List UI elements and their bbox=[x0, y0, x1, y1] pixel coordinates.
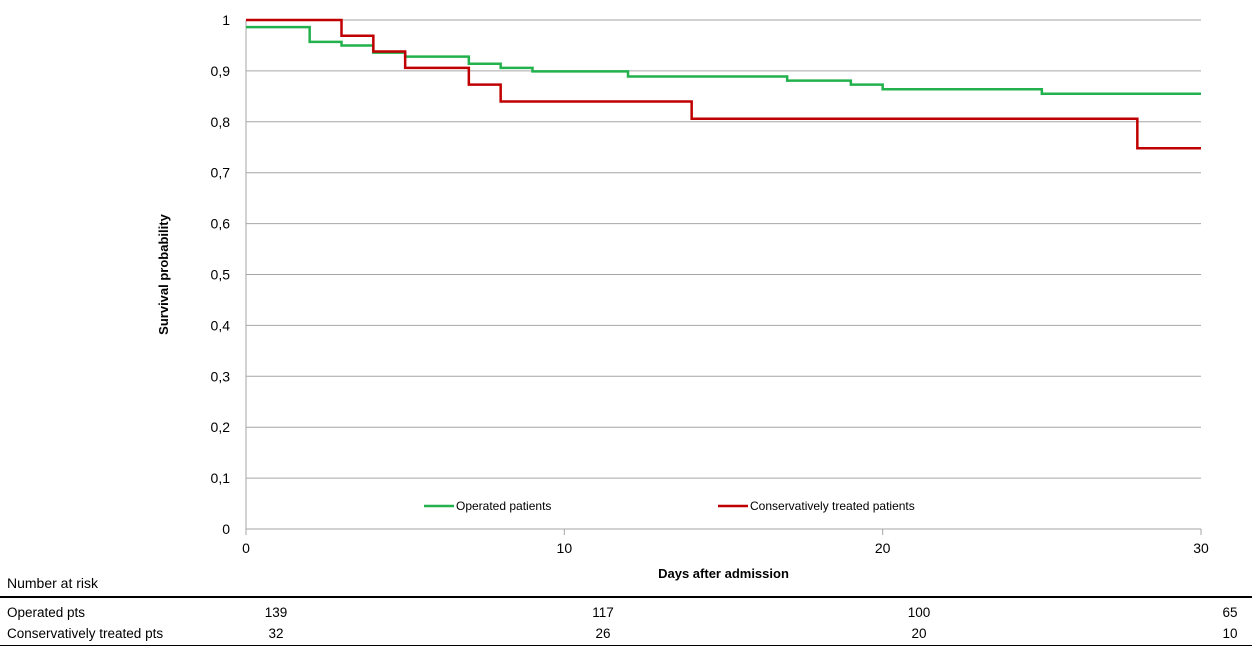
y-tick-label: 0,5 bbox=[211, 267, 231, 283]
x-axis-title: Days after admission bbox=[658, 566, 789, 581]
y-tick-label: 0,3 bbox=[211, 368, 231, 384]
y-axis-title: Survival probability bbox=[156, 213, 171, 334]
risk-value: 139 bbox=[264, 605, 288, 620]
y-tick-label: 0,9 bbox=[211, 63, 231, 79]
risk-row-label: Operated pts bbox=[7, 605, 86, 620]
risk-value: 20 bbox=[911, 626, 927, 641]
risk-value: 117 bbox=[592, 605, 614, 620]
legend-label: Conservatively treated patients bbox=[750, 499, 915, 513]
risk-row-conservative: Conservatively treated pts 32 26 20 10 bbox=[0, 626, 1252, 646]
y-tick-label: 0,6 bbox=[211, 216, 231, 232]
risk-value: 65 bbox=[1222, 605, 1238, 620]
risk-value: 26 bbox=[595, 626, 611, 641]
series-line-0 bbox=[246, 25, 1201, 96]
risk-table-title: Number at risk bbox=[7, 575, 99, 591]
risk-value: 100 bbox=[907, 605, 931, 620]
y-tick-label: 0 bbox=[222, 521, 230, 537]
series-line-1 bbox=[246, 18, 1201, 150]
risk-row-operated: Operated pts 139 117 100 65 bbox=[0, 605, 1252, 625]
y-tick-label: 0,8 bbox=[211, 114, 231, 130]
y-tick-label: 0,2 bbox=[211, 419, 231, 435]
risk-table-bottom-rule bbox=[0, 645, 1252, 646]
y-tick-label: 0,1 bbox=[211, 470, 231, 486]
risk-value: 10 bbox=[1222, 626, 1238, 641]
x-tick-label: 0 bbox=[242, 540, 250, 556]
risk-table-top-rule bbox=[0, 596, 1252, 598]
survival-chart: 00,10,20,30,40,50,60,70,80,910 10 20 30Days… bbox=[156, 12, 1209, 581]
x-tick-label: 10 bbox=[557, 540, 573, 556]
y-tick-label: 0,7 bbox=[211, 165, 231, 181]
risk-row-label: Conservatively treated pts bbox=[7, 626, 164, 641]
x-tick-label: 20 bbox=[875, 540, 891, 556]
risk-value: 32 bbox=[268, 626, 284, 641]
legend-label: Operated patients bbox=[456, 499, 551, 513]
y-tick-label: 0,4 bbox=[211, 317, 231, 333]
x-tick-label: 30 bbox=[1193, 540, 1209, 556]
y-tick-label: 1 bbox=[222, 12, 230, 28]
